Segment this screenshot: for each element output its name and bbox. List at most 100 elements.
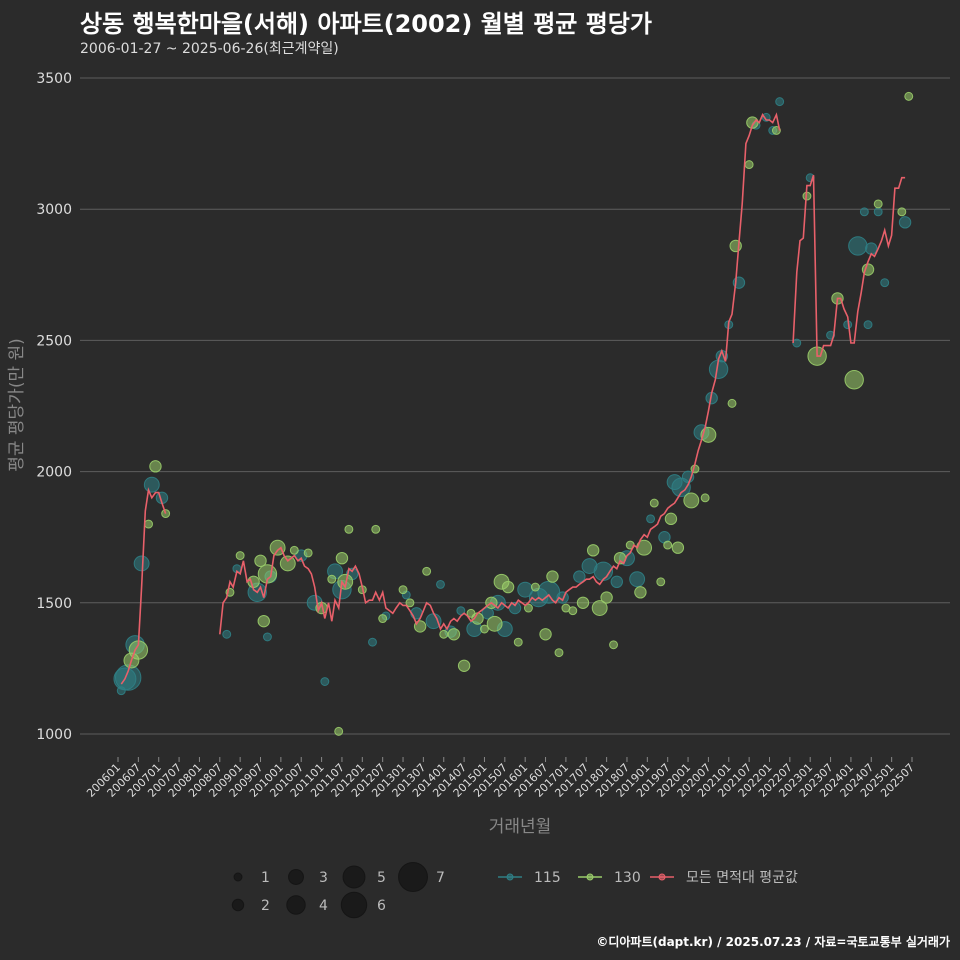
point-130 <box>371 524 381 534</box>
point-130 <box>378 614 388 623</box>
point-115 <box>368 637 377 647</box>
size-legend-symbol <box>233 872 243 882</box>
point-130 <box>269 539 286 556</box>
size-legend-label: 3 <box>319 870 328 886</box>
point-130 <box>546 570 559 583</box>
point-130 <box>501 580 515 594</box>
point-115 <box>133 555 150 572</box>
y-tick-label: 2000 <box>36 465 72 481</box>
point-130 <box>873 199 883 209</box>
point-130 <box>844 370 864 390</box>
point-130 <box>344 524 354 534</box>
scatter-points <box>113 91 914 736</box>
point-115 <box>143 476 160 493</box>
point-115 <box>848 236 868 256</box>
size-legend-symbol <box>340 891 368 919</box>
point-130 <box>576 596 590 609</box>
size-legend-symbol <box>231 898 245 912</box>
y-axis: 1000 1500 2000 2500 3000 3500 <box>36 71 72 743</box>
point-130 <box>700 493 710 503</box>
point-130 <box>486 615 503 632</box>
point-115 <box>222 629 232 639</box>
size-legend-symbol <box>342 865 366 889</box>
point-130 <box>600 591 613 604</box>
average-line-segment <box>120 487 167 685</box>
average-line-segment <box>219 112 781 635</box>
point-115 <box>436 579 445 589</box>
point-115 <box>262 632 272 642</box>
point-130 <box>439 629 449 639</box>
point-130 <box>634 586 647 599</box>
point-130 <box>335 551 349 565</box>
point-130 <box>523 603 533 613</box>
point-130 <box>568 606 578 616</box>
point-130 <box>649 498 659 508</box>
point-130 <box>586 544 600 557</box>
x-axis: 2006012006072007012007072008012008072009… <box>84 757 917 800</box>
average-line-segment <box>792 174 906 357</box>
point-115 <box>880 278 890 288</box>
point-130 <box>235 551 245 561</box>
point-130 <box>530 582 540 592</box>
y-tick-label: 3500 <box>36 71 72 87</box>
point-130 <box>539 628 552 641</box>
point-130 <box>422 566 432 576</box>
point-115 <box>508 601 522 615</box>
point-115 <box>320 677 330 686</box>
point-130 <box>289 545 299 555</box>
point-130 <box>247 575 260 589</box>
chart-subtitle: 2006-01-27 ~ 2025-06-26(최근계약일) <box>80 41 339 57</box>
point-130 <box>254 554 267 568</box>
point-130 <box>727 398 737 408</box>
point-115 <box>898 216 912 229</box>
grid-lines <box>80 77 950 735</box>
x-axis-title: 거래년월 <box>489 817 552 837</box>
point-115 <box>859 207 869 217</box>
point-130 <box>513 637 523 647</box>
size-legend-label: 1 <box>261 870 270 886</box>
size-legend-symbol <box>286 895 306 915</box>
point-115 <box>610 575 623 589</box>
y-tick-label: 1000 <box>36 727 72 743</box>
point-130 <box>257 614 270 628</box>
point-130 <box>279 555 296 572</box>
point-115 <box>456 606 466 616</box>
point-130 <box>149 460 162 473</box>
point-115 <box>865 242 878 255</box>
legend-series-label: 130 <box>614 870 641 886</box>
size-legend-label: 4 <box>319 898 328 914</box>
point-130 <box>656 577 666 587</box>
point-130 <box>897 207 907 217</box>
point-115 <box>863 320 873 330</box>
point-130 <box>744 160 754 170</box>
point-130 <box>334 726 344 736</box>
size-legend-symbol <box>288 869 304 885</box>
point-115 <box>646 514 656 524</box>
point-130 <box>327 574 337 584</box>
size-legend-label: 6 <box>377 898 386 914</box>
legend: 1 2 3 4 5 6 7 115 130 모든 면적대 평균값 <box>231 862 798 919</box>
legend-series-label: 모든 면적대 평균값 <box>686 870 798 886</box>
legend-key-point <box>586 873 594 881</box>
legend-key-point <box>506 873 514 881</box>
point-130 <box>904 91 914 101</box>
point-130 <box>591 600 608 616</box>
point-130 <box>609 640 618 650</box>
y-tick-label: 3000 <box>36 202 72 218</box>
y-tick-label: 2500 <box>36 333 72 349</box>
legend-series-label: 115 <box>534 870 561 886</box>
legend-key-point <box>658 873 666 881</box>
point-130 <box>663 540 673 550</box>
point-115 <box>629 571 646 588</box>
point-130 <box>664 512 678 526</box>
point-130 <box>398 585 408 595</box>
size-legend-label: 5 <box>377 870 386 886</box>
point-130 <box>683 492 700 509</box>
point-130 <box>447 628 461 641</box>
point-130 <box>480 624 489 634</box>
point-130 <box>144 519 153 529</box>
point-130 <box>457 659 471 672</box>
point-115 <box>573 570 586 583</box>
y-tick-label: 1500 <box>36 596 72 612</box>
